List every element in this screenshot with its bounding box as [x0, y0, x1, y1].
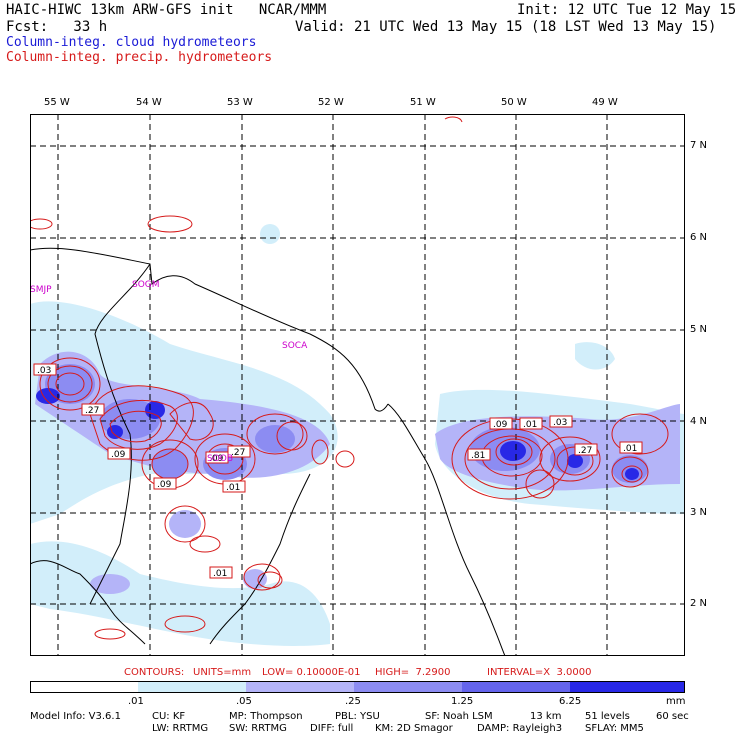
colorbar-tick: .01	[128, 696, 144, 707]
lw-scheme: LW: RRTMG	[152, 723, 209, 734]
lon-label-53w: 53 W	[227, 97, 253, 108]
colorbar-tick: .05	[236, 696, 252, 707]
contour-label: .09	[111, 450, 126, 460]
lat-label-7n: 7 N	[690, 140, 708, 151]
model-title: HAIC-HIWC 13km ARW-GFS init NCAR/MMM	[6, 2, 327, 18]
map-panel: .03 .27 .09 .09 .27 .01 .09 .01 .01 .01 …	[30, 114, 685, 656]
colorbar-segment	[30, 681, 138, 693]
station-labels: SMJP SOGM SOCA SOOB	[30, 280, 308, 464]
lat-label-5n: 5 N	[690, 324, 708, 335]
contour-label: .03	[553, 418, 567, 428]
colorbar-segment	[138, 681, 246, 693]
contour-label: .27	[231, 448, 245, 458]
colorbar-tick: 1.25	[451, 696, 474, 707]
contour-label: .09	[157, 480, 172, 490]
station-sogm: SOGM	[132, 280, 160, 290]
sw-scheme: SW: RRTMG	[229, 723, 287, 734]
lon-label-51w: 51 W	[410, 97, 436, 108]
contour-units: UNITS=mm	[193, 667, 252, 678]
lat-label-3n: 3 N	[690, 507, 708, 518]
contour-high: HIGH= 7.2900	[375, 667, 451, 678]
sflay-scheme: SFLAY: MM5	[585, 723, 644, 734]
contour-label: .01	[623, 444, 637, 454]
timestep: 60 sec	[656, 711, 689, 722]
station-soob: SOOB	[207, 454, 233, 464]
lon-label-54w: 54 W	[136, 97, 162, 108]
contour-label: .09	[493, 420, 508, 430]
contour-label: .81	[471, 451, 485, 461]
lat-label-6n: 6 N	[690, 232, 708, 243]
contour-label: .27	[578, 446, 592, 456]
colorbar	[30, 681, 685, 693]
sf-scheme: SF: Noah LSM	[425, 711, 493, 722]
contour-labels: .03 .27 .09 .09 .27 .01 .09 .01 .01 .01 …	[33, 363, 643, 579]
lon-label-49w: 49 W	[592, 97, 618, 108]
coastline	[30, 247, 506, 656]
colorbar-segment	[354, 681, 462, 693]
contour-label: .01	[523, 420, 537, 430]
colorbar-segment	[462, 681, 570, 693]
pbl-scheme: PBL: YSU	[335, 711, 380, 722]
lat-label-2n: 2 N	[690, 598, 708, 609]
mp-scheme: MP: Thompson	[229, 711, 303, 722]
station-smjp: SMJP	[30, 285, 52, 295]
contour-label: .01	[213, 569, 227, 579]
contour-interval: INTERVAL=X 3.0000	[487, 667, 592, 678]
resolution: 13 km	[530, 711, 562, 722]
contours-label: CONTOURS:	[124, 667, 185, 678]
field-precip-label: Column-integ. precip. hydrometeors	[6, 50, 273, 65]
colorbar-segment	[570, 681, 685, 693]
colorbar-segment	[246, 681, 354, 693]
colorbar-units: mm	[666, 696, 686, 707]
valid-time: Valid: 21 UTC Wed 13 May 15 (18 LST Wed …	[295, 19, 717, 35]
colorbar-tick: .25	[345, 696, 361, 707]
km-scheme: KM: 2D Smagor	[375, 723, 453, 734]
diff-scheme: DIFF: full	[310, 723, 354, 734]
lat-label-4n: 4 N	[690, 416, 708, 427]
station-soca: SOCA	[282, 341, 308, 351]
forecast-hour: Fcst: 33 h	[6, 19, 108, 35]
colorbar-tick: 6.25	[559, 696, 582, 707]
contour-label: .03	[37, 366, 51, 376]
levels: 51 levels	[585, 711, 630, 722]
model-version: Model Info: V3.6.1	[30, 711, 121, 722]
cu-scheme: CU: KF	[152, 711, 186, 722]
lon-label-50w: 50 W	[501, 97, 527, 108]
lon-label-52w: 52 W	[318, 97, 344, 108]
damp-scheme: DAMP: Rayleigh3	[477, 723, 563, 734]
contour-low: LOW= 0.10000E-01	[262, 667, 361, 678]
contour-label: .27	[85, 406, 99, 416]
contour-label: .09	[209, 454, 224, 464]
cloud-heavy-shading	[36, 388, 639, 480]
lon-label-55w: 55 W	[44, 97, 70, 108]
lat-lon-grid	[30, 114, 685, 656]
field-cloud-label: Column-integ. cloud hydrometeors	[6, 35, 257, 50]
contour-label: .01	[226, 483, 240, 493]
init-time: Init: 12 UTC Tue 12 May 15	[517, 2, 737, 18]
